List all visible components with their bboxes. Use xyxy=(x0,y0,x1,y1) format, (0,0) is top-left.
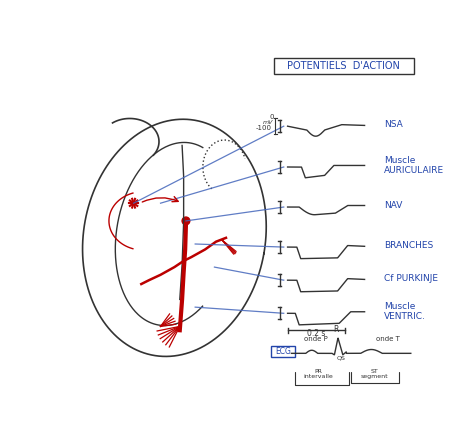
Text: POTENTIELS  D'ACTION: POTENTIELS D'ACTION xyxy=(287,61,400,71)
Text: Muscle
VENTRIC.: Muscle VENTRIC. xyxy=(384,302,426,321)
Text: -100: -100 xyxy=(255,125,272,131)
Text: R: R xyxy=(333,325,339,334)
Text: PR: PR xyxy=(314,370,322,374)
Circle shape xyxy=(182,217,190,225)
Text: intervalle: intervalle xyxy=(303,374,333,379)
FancyBboxPatch shape xyxy=(272,347,294,357)
Text: onde P: onde P xyxy=(304,336,328,342)
Text: BRANCHES: BRANCHES xyxy=(384,241,433,250)
Text: Muscle
AURICULAIRE: Muscle AURICULAIRE xyxy=(384,156,444,175)
FancyBboxPatch shape xyxy=(273,58,414,74)
Text: onde T: onde T xyxy=(376,336,400,342)
Text: NSA: NSA xyxy=(384,120,402,129)
Text: ECG: ECG xyxy=(275,347,291,356)
Text: QS: QS xyxy=(337,355,346,361)
Text: NAV: NAV xyxy=(384,201,402,210)
Text: Cf PURKINJE: Cf PURKINJE xyxy=(384,274,438,283)
Text: 0: 0 xyxy=(270,114,274,120)
Text: mV: mV xyxy=(263,120,273,125)
Text: 0.2 s: 0.2 s xyxy=(307,329,325,339)
Text: ST: ST xyxy=(371,370,378,374)
Text: segment: segment xyxy=(361,374,388,379)
